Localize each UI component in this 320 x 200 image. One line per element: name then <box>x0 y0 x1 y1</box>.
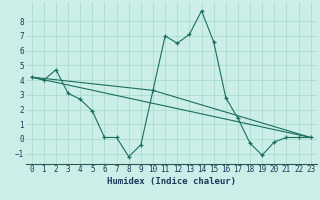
X-axis label: Humidex (Indice chaleur): Humidex (Indice chaleur) <box>107 177 236 186</box>
